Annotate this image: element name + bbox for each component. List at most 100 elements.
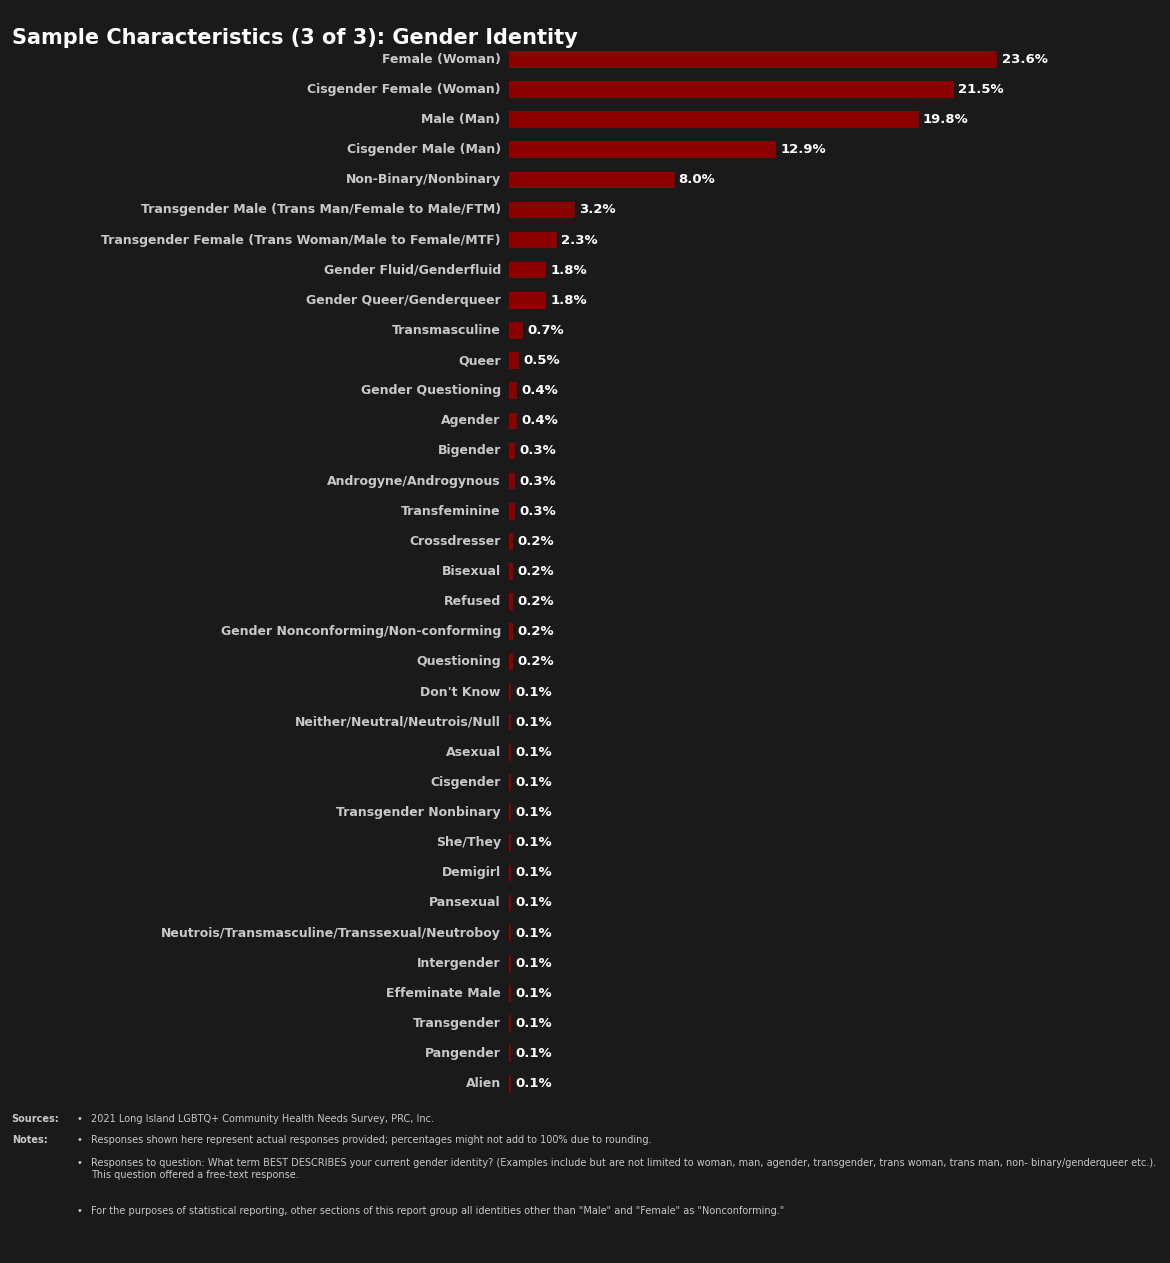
Text: Demigirl: Demigirl [441,866,501,879]
Bar [509,81,954,97]
Text: 0.1%: 0.1% [515,806,552,820]
Text: Pansexual: Pansexual [429,897,501,909]
Bar [509,654,514,671]
Text: 0.3%: 0.3% [519,475,556,488]
Text: Intergender: Intergender [418,956,501,970]
Text: Gender Nonconforming/Non-conforming: Gender Nonconforming/Non-conforming [220,625,501,638]
Text: Transgender Nonbinary: Transgender Nonbinary [336,806,501,820]
Text: Pangender: Pangender [425,1047,501,1060]
Text: 2021 Long Island LGBTQ+ Community Health Needs Survey, PRC, Inc.: 2021 Long Island LGBTQ+ Community Health… [91,1114,434,1124]
Bar [509,111,918,128]
Text: Gender Questioning: Gender Questioning [360,384,501,398]
Text: 0.2%: 0.2% [517,565,553,578]
Text: Non-Binary/Nonbinary: Non-Binary/Nonbinary [345,173,501,187]
Bar [509,985,511,1002]
Text: 0.7%: 0.7% [528,323,564,337]
Text: Queer: Queer [459,354,501,368]
Bar [509,503,515,519]
Bar [509,925,511,941]
Text: Effeminate Male: Effeminate Male [386,986,501,1000]
Text: Agender: Agender [441,414,501,427]
Bar [509,835,511,851]
Text: 1.8%: 1.8% [550,294,587,307]
Text: Transgender: Transgender [413,1017,501,1031]
Text: 0.1%: 0.1% [515,686,552,698]
Text: Bigender: Bigender [438,445,501,457]
Text: Responses shown here represent actual responses provided; percentages might not : Responses shown here represent actual re… [91,1135,652,1146]
Text: 0.1%: 0.1% [515,716,552,729]
Bar [509,683,511,700]
Text: Sample Characteristics (3 of 3): Gender Identity: Sample Characteristics (3 of 3): Gender … [12,28,578,48]
Bar [509,383,517,399]
Bar [509,232,557,249]
Text: 0.1%: 0.1% [515,986,552,1000]
Text: Transfeminine: Transfeminine [401,505,501,518]
Text: Neither/Neutral/Neutrois/Null: Neither/Neutral/Neutrois/Null [295,716,501,729]
Bar [509,1046,511,1062]
Bar [509,141,776,158]
Text: Refused: Refused [443,595,501,609]
Bar [509,172,675,188]
Text: 0.1%: 0.1% [515,897,552,909]
Text: 0.1%: 0.1% [515,927,552,940]
Text: 0.4%: 0.4% [522,414,558,427]
Text: 0.1%: 0.1% [515,1047,552,1060]
Bar [509,533,514,549]
Text: Androgyne/Androgynous: Androgyne/Androgynous [328,475,501,488]
Bar [509,322,523,338]
Text: Gender Queer/Genderqueer: Gender Queer/Genderqueer [307,294,501,307]
Text: Cisgender Male (Man): Cisgender Male (Man) [346,143,501,157]
Text: Transgender Male (Trans Man/Female to Male/FTM): Transgender Male (Trans Man/Female to Ma… [140,203,501,216]
Text: Questioning: Questioning [417,655,501,668]
Text: 0.3%: 0.3% [519,445,556,457]
Text: 0.1%: 0.1% [515,866,552,879]
Bar [509,443,515,460]
Text: 0.2%: 0.2% [517,655,553,668]
Text: 0.1%: 0.1% [515,775,552,789]
Text: •: • [76,1158,82,1168]
Text: 3.2%: 3.2% [579,203,615,216]
Text: 12.9%: 12.9% [780,143,826,157]
Bar [509,202,576,218]
Text: •: • [76,1135,82,1146]
Bar [509,594,514,610]
Text: 0.1%: 0.1% [515,1017,552,1031]
Text: 0.1%: 0.1% [515,836,552,849]
Text: 0.2%: 0.2% [517,534,553,548]
Text: Sources:: Sources: [12,1114,60,1124]
Text: Gender Fluid/Genderfluid: Gender Fluid/Genderfluid [324,264,501,277]
Text: Female (Woman): Female (Woman) [381,53,501,66]
Text: Crossdresser: Crossdresser [410,534,501,548]
Bar [509,472,515,489]
Text: 1.8%: 1.8% [550,264,587,277]
Bar [509,563,514,580]
Text: Transmasculine: Transmasculine [392,323,501,337]
Text: Neutrois/Transmasculine/Transsexual/Neutroboy: Neutrois/Transmasculine/Transsexual/Neut… [161,927,501,940]
Text: 21.5%: 21.5% [958,83,1004,96]
Bar [509,894,511,911]
Text: Notes:: Notes: [12,1135,48,1146]
Text: Male (Man): Male (Man) [421,112,501,126]
Bar [509,352,519,369]
Text: Bisexual: Bisexual [441,565,501,578]
Text: Transgender Female (Trans Woman/Male to Female/MTF): Transgender Female (Trans Woman/Male to … [101,234,501,246]
Text: 23.6%: 23.6% [1002,53,1047,66]
Text: Don't Know: Don't Know [420,686,501,698]
Bar [509,744,511,760]
Text: 0.3%: 0.3% [519,505,556,518]
Text: 0.1%: 0.1% [515,745,552,759]
Text: 0.5%: 0.5% [523,354,560,368]
Text: 0.1%: 0.1% [515,956,552,970]
Text: She/They: She/They [435,836,501,849]
Bar [509,774,511,791]
Text: Alien: Alien [466,1077,501,1090]
Bar [509,1015,511,1032]
Bar [509,261,546,278]
Bar [509,1076,511,1092]
Bar [509,714,511,730]
Text: •: • [76,1206,82,1216]
Text: Cisgender Female (Woman): Cisgender Female (Woman) [308,83,501,96]
Bar [509,51,998,67]
Text: 0.1%: 0.1% [515,1077,552,1090]
Text: 0.2%: 0.2% [517,625,553,638]
